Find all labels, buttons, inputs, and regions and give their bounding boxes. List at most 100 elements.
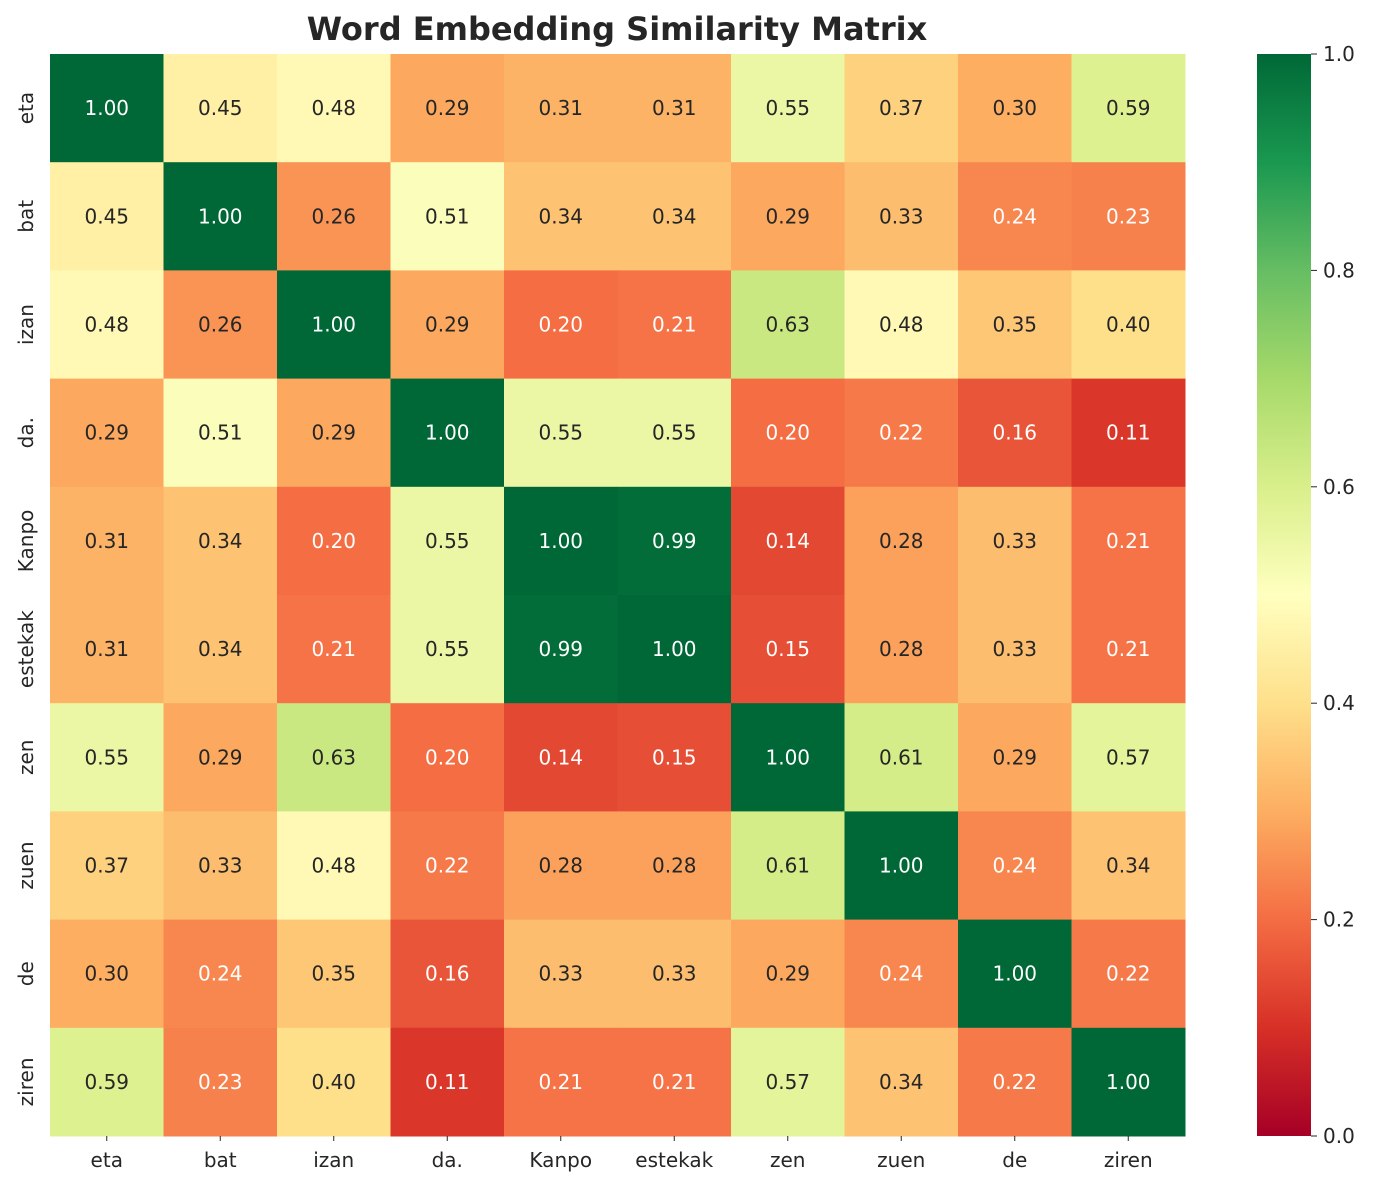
cell-value-label: 0.15 [652, 745, 697, 769]
heatmap-cell [731, 811, 845, 921]
heatmap-cell [1071, 270, 1186, 380]
cell-value-label: 0.31 [84, 637, 129, 661]
cell-value-label: 1.00 [425, 421, 470, 445]
heatmap-cell [277, 919, 391, 1029]
cell-value-label: 0.63 [765, 313, 810, 337]
x-tick-label: estekak [635, 1148, 713, 1172]
cell-value-label: 0.26 [198, 313, 243, 337]
cell-value-label: 0.21 [1106, 529, 1151, 553]
heatmap-cell [277, 378, 391, 488]
heatmap-cell [958, 1027, 1072, 1137]
heatmap-cell [617, 486, 732, 596]
heatmap-cell [277, 1027, 391, 1137]
cell-value-label: 0.40 [311, 1070, 356, 1094]
cell-value-label: 0.29 [992, 745, 1037, 769]
y-tick-label: izan [14, 304, 38, 345]
heatmap-cell [958, 486, 1072, 596]
cell-value-label: 0.45 [198, 96, 243, 120]
heatmap-cell [50, 703, 164, 812]
colorbar-tick-label: 1.0 [1323, 42, 1355, 66]
heatmap-cells: 1.00 0.45 0.48 0.29 0.31 0.31 0.55 0.37 0.30 0.59… [50, 54, 1186, 1137]
heatmap-cell [617, 919, 732, 1029]
colorbar-gradient [1257, 54, 1311, 1136]
cell-value-label: 0.33 [992, 529, 1037, 553]
heatmap-cell [163, 54, 278, 163]
cell-value-label: 0.59 [84, 1070, 129, 1094]
cell-value-label: 0.51 [198, 421, 243, 445]
cell-value-label: 0.51 [425, 204, 470, 228]
cell-value-label: 0.31 [84, 529, 129, 553]
cell-value-label: 0.21 [538, 1070, 583, 1094]
heatmap-cell [617, 1027, 732, 1137]
x-tick-label: de [1002, 1148, 1027, 1172]
cell-value-label: 0.23 [198, 1070, 243, 1094]
heatmap-cell [50, 54, 164, 163]
cell-value-label: 1.00 [1106, 1070, 1151, 1094]
heatmap-cell [50, 378, 164, 488]
heatmap-cell [50, 919, 164, 1029]
heatmap-cell [731, 1027, 845, 1137]
y-tick-label: de [14, 961, 38, 986]
heatmap-cell [617, 703, 732, 812]
heatmap-cell [504, 703, 618, 812]
heatmap-cell [958, 162, 1072, 271]
heatmap-cell [844, 1027, 959, 1137]
heatmap-cell [844, 811, 959, 921]
cell-value-label: 1.00 [84, 96, 129, 120]
heatmap-cell [617, 378, 732, 488]
cell-value-label: 0.30 [992, 96, 1037, 120]
heatmap-cell [844, 378, 959, 488]
heatmap-cell [731, 162, 845, 271]
cell-value-label: 0.31 [652, 96, 697, 120]
cell-value-label: 0.33 [652, 962, 697, 986]
heatmap-cell [390, 54, 505, 163]
cell-value-label: 1.00 [879, 854, 924, 878]
x-axis-ticks: eta bat izan da. Kanpo estekak zen zuen de ziren [91, 1136, 1153, 1172]
y-tick-label: ziren [14, 1057, 38, 1106]
cell-value-label: 0.28 [879, 637, 924, 661]
heatmap-cell [1071, 486, 1186, 596]
cell-value-label: 0.55 [652, 421, 697, 445]
cell-value-label: 0.22 [1106, 962, 1151, 986]
heatmap-cell [163, 162, 278, 271]
heatmap-cell [163, 1027, 278, 1137]
cell-value-label: 0.15 [765, 637, 810, 661]
heatmap-cell [504, 270, 618, 380]
heatmap-cell [958, 595, 1072, 704]
y-tick-label: zuen [14, 841, 38, 889]
heatmap-cell [731, 486, 845, 596]
heatmap-cell [277, 811, 391, 921]
heatmap-cell [163, 703, 278, 812]
heatmap-cell [844, 162, 959, 271]
colorbar-tick-label: 0.8 [1323, 258, 1355, 282]
cell-value-label: 0.48 [311, 96, 356, 120]
cell-value-label: 0.33 [992, 637, 1037, 661]
heatmap-cell [1071, 1027, 1186, 1137]
heatmap-cell [617, 595, 732, 704]
cell-value-label: 0.20 [311, 529, 356, 553]
cell-value-label: 0.22 [879, 421, 924, 445]
heatmap-cell [390, 378, 505, 488]
heatmap-cell [50, 486, 164, 596]
cell-value-label: 0.28 [538, 854, 583, 878]
heatmap-cell [1071, 162, 1186, 271]
cell-value-label: 0.21 [311, 637, 356, 661]
heatmap-cell [844, 270, 959, 380]
heatmap-cell [163, 811, 278, 921]
cell-value-label: 0.55 [425, 529, 470, 553]
cell-value-label: 0.57 [765, 1070, 810, 1094]
heatmap-cell [390, 595, 505, 704]
colorbar-tick-label: 0.2 [1323, 908, 1355, 932]
cell-value-label: 0.34 [652, 204, 697, 228]
heatmap-cell [277, 703, 391, 812]
heatmap-cell [390, 811, 505, 921]
y-tick-label: bat [14, 200, 38, 233]
cell-value-label: 0.33 [198, 854, 243, 878]
heatmap-cell [504, 486, 618, 596]
cell-value-label: 1.00 [765, 745, 810, 769]
cell-value-label: 0.29 [84, 421, 129, 445]
cell-value-label: 0.59 [1106, 96, 1151, 120]
cell-value-label: 0.26 [311, 204, 356, 228]
heatmap-cell [390, 703, 505, 812]
heatmap-cell [277, 486, 391, 596]
